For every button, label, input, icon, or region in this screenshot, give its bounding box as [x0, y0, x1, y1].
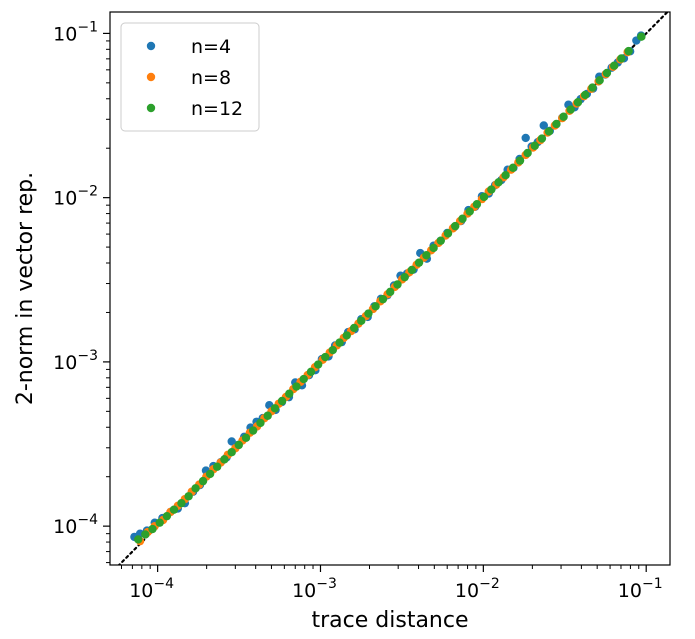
data-point: [285, 389, 294, 398]
data-point: [386, 287, 395, 297]
data-point: [299, 374, 308, 384]
data-point: [328, 345, 337, 355]
data-point: [191, 484, 200, 493]
data-point: [162, 511, 172, 521]
data-point: [487, 185, 496, 194]
y-tick-label: 10−2: [53, 184, 98, 210]
data-point: [451, 221, 460, 231]
data-point: [523, 148, 532, 158]
data-point: [537, 134, 547, 143]
data-point: [357, 316, 366, 325]
data-point: [501, 170, 510, 180]
data-point: [155, 518, 164, 527]
data-point: [595, 76, 604, 85]
data-point: [521, 133, 530, 143]
data-point: [637, 32, 646, 41]
data-point: [169, 505, 179, 514]
data-point: [544, 127, 554, 136]
data-point: [602, 68, 612, 78]
data-point: [393, 280, 402, 289]
legend-label: n=12: [191, 98, 243, 120]
data-point: [141, 530, 150, 539]
legend-marker: [146, 103, 156, 113]
data-point: [539, 121, 548, 130]
series-n-12: [134, 32, 646, 544]
data-point: [313, 360, 323, 369]
legend-marker: [146, 41, 156, 51]
data-point: [436, 236, 446, 245]
data-point: [349, 323, 359, 333]
y-axis-label: 2-norm in vector rep.: [13, 172, 38, 405]
data-point: [134, 535, 143, 544]
data-point: [458, 214, 467, 223]
data-point: [429, 243, 438, 253]
data-point: [227, 437, 236, 446]
data-point: [342, 331, 351, 340]
data-point: [321, 352, 330, 362]
data-point: [508, 163, 518, 172]
y-tick-label: 10−1: [53, 19, 98, 45]
y-tick-label: 10−3: [53, 348, 98, 374]
x-tick-label: 10−4: [129, 576, 174, 602]
data-point: [205, 469, 215, 479]
data-point: [422, 251, 431, 260]
data-point: [573, 98, 583, 107]
data-point: [270, 404, 280, 413]
data-point: [241, 433, 251, 443]
data-point: [306, 367, 316, 377]
x-tick-label: 10−3: [292, 576, 337, 602]
data-point: [263, 411, 272, 420]
data-point: [465, 207, 474, 216]
legend-box: [120, 22, 260, 132]
data-point: [479, 192, 489, 202]
data-point: [220, 455, 229, 464]
data-point: [234, 440, 243, 450]
data-point: [472, 200, 482, 209]
plot-frame: [109, 11, 671, 566]
data-point: [624, 46, 633, 56]
data-point: [617, 54, 626, 63]
x-axis-ticks: 10−4 10−3 10−2 10−1: [120, 565, 663, 602]
data-point: [292, 382, 301, 391]
data-point: [443, 229, 453, 238]
data-point: [588, 83, 597, 92]
legend-label: n=8: [191, 67, 231, 89]
x-tick-label: 10−2: [455, 576, 500, 602]
data-point: [184, 492, 193, 501]
data-point: [335, 338, 344, 347]
data-point: [609, 61, 619, 70]
data-point: [212, 462, 222, 471]
data-point: [552, 119, 561, 129]
data-point: [277, 396, 287, 406]
legend-label: n=4: [191, 36, 231, 58]
legend-marker: [146, 72, 156, 82]
y-axis-ticks: 10−4 10−3 10−2 10−1: [53, 19, 110, 564]
data-point: [371, 302, 380, 311]
x-axis-label: trace distance: [312, 608, 469, 633]
data-point: [407, 265, 417, 275]
legend: n=4 n=8 n=12: [120, 22, 260, 132]
data-point: [494, 178, 503, 187]
data-point: [530, 141, 540, 150]
data-point: [580, 90, 590, 100]
data-point: [378, 294, 388, 304]
data-point: [256, 418, 265, 428]
data-point: [177, 498, 186, 508]
data-point: [414, 258, 424, 267]
x-tick-label: 10−1: [618, 576, 663, 602]
data-point: [400, 272, 409, 282]
data-point: [515, 156, 525, 165]
data-point: [227, 447, 236, 457]
data-point: [364, 309, 373, 318]
data-point: [248, 426, 258, 435]
y-tick-label: 10−4: [53, 512, 98, 538]
data-point: [198, 476, 208, 486]
data-point: [148, 524, 157, 534]
data-points-layer: [130, 31, 646, 546]
data-point: [559, 112, 568, 121]
data-point: [566, 105, 575, 114]
